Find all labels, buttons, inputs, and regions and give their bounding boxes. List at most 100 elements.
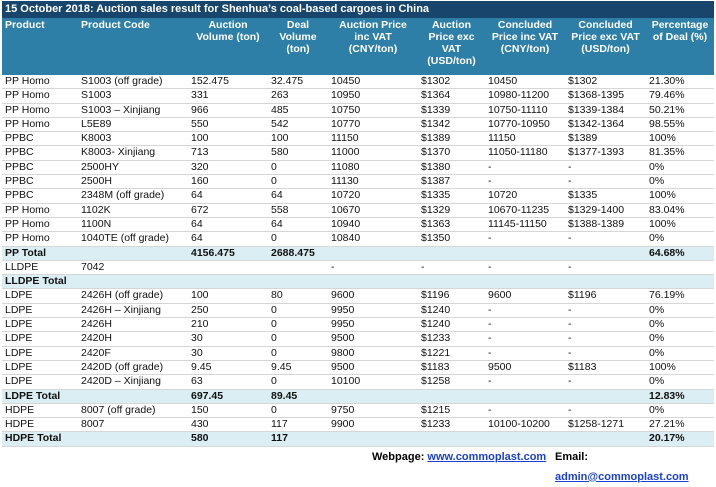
cell: $1335 bbox=[418, 188, 485, 204]
header-row: Product Product Code Auction Volume (ton) D… bbox=[2, 18, 714, 75]
cell: 9750 bbox=[328, 403, 418, 419]
cell bbox=[565, 431, 646, 447]
cell: $1389 bbox=[418, 131, 485, 147]
cell: $1387 bbox=[418, 174, 485, 190]
cell: 10720 bbox=[328, 188, 418, 204]
cell: 2348M (off grade) bbox=[78, 188, 188, 204]
webpage: Webpage: www.commoplast.com bbox=[372, 447, 546, 467]
cell: 2420D – Xinjiang bbox=[78, 374, 188, 390]
cell: 79.46% bbox=[646, 88, 714, 104]
cell: 2688.475 bbox=[268, 246, 328, 261]
cell: L5E89 bbox=[78, 117, 188, 133]
cell: 1100N bbox=[78, 217, 188, 233]
cell: 2500HY bbox=[78, 160, 188, 176]
cell: 9950 bbox=[328, 317, 418, 333]
cell: 10450 bbox=[328, 75, 418, 90]
cell: 21.30% bbox=[646, 75, 714, 90]
cell bbox=[328, 246, 418, 261]
cell: LDPE bbox=[2, 317, 78, 333]
cell: - bbox=[485, 260, 565, 276]
cell: 10670 bbox=[328, 203, 418, 218]
cell: 0% bbox=[646, 317, 714, 333]
cell: 320 bbox=[188, 160, 268, 176]
cell: K8003 bbox=[78, 131, 188, 147]
cell: 9900 bbox=[328, 417, 418, 433]
cell: PP Homo bbox=[2, 103, 78, 118]
cell: 2420D (off grade) bbox=[78, 360, 188, 376]
column-header: Auction Volume (ton) bbox=[188, 18, 268, 75]
table-row: PP Homo L5E89 550 542 10770 $1342 10770-10950 $… bbox=[2, 117, 714, 133]
table-row: LDPE 2420F 30 0 9800 $1221- -0% bbox=[2, 346, 714, 361]
cell: 30 bbox=[188, 331, 268, 347]
cell: PP Homo bbox=[2, 217, 78, 233]
cell: PP Homo bbox=[2, 88, 78, 104]
cell: 1040TE (off grade) bbox=[78, 231, 188, 247]
column-header: Auction Price inc VAT (CNY/ton) bbox=[328, 18, 418, 75]
cell: 0 bbox=[268, 231, 328, 247]
cell: 1102K bbox=[78, 203, 188, 218]
cell bbox=[268, 260, 328, 276]
cell: $1302 bbox=[418, 75, 485, 90]
cell: 0% bbox=[646, 303, 714, 319]
cell: 9.45 bbox=[188, 360, 268, 376]
cell: 2420H bbox=[78, 331, 188, 347]
cell: - bbox=[565, 346, 646, 361]
cell: 100% bbox=[646, 217, 714, 233]
cell: 0% bbox=[646, 346, 714, 361]
cell: 10720 bbox=[485, 188, 565, 204]
cell: 697.45 bbox=[188, 389, 268, 404]
cell bbox=[418, 389, 485, 404]
email-link[interactable]: admin@commoplast.com bbox=[555, 470, 689, 483]
cell: $1240 bbox=[418, 303, 485, 319]
cell: 0 bbox=[268, 403, 328, 419]
webpage-link[interactable]: www.commoplast.com bbox=[427, 450, 547, 463]
total-row: PP Total 4156.475 2688.475 64.68% bbox=[2, 246, 714, 261]
cell: 10770-10950 bbox=[485, 117, 565, 133]
cell: 11000 bbox=[328, 145, 418, 161]
cell: 966 bbox=[188, 103, 268, 118]
table-row: PP Homo 1040TE (off grade) 64 0 10840 $1350- -… bbox=[2, 231, 714, 247]
cell: 0% bbox=[646, 403, 714, 419]
cell: LDPE bbox=[2, 303, 78, 319]
column-header: Concluded Price inc VAT (CNY/ton) bbox=[485, 18, 565, 75]
cell: 0% bbox=[646, 160, 714, 176]
cell: PPBC bbox=[2, 145, 78, 161]
cell: PP Homo bbox=[2, 203, 78, 218]
cell: 9500 bbox=[328, 360, 418, 376]
cell: 0 bbox=[268, 303, 328, 319]
cell: 9950 bbox=[328, 303, 418, 319]
cell: 2426H (off grade) bbox=[78, 288, 188, 304]
cell: 100 bbox=[188, 131, 268, 147]
cell: 50.21% bbox=[646, 103, 714, 118]
table-row: HDPE 8007 (off grade) 150 0 9750 $1215- -0% bbox=[2, 403, 714, 419]
cell: 10950 bbox=[328, 88, 418, 104]
cell: 10100 bbox=[328, 374, 418, 390]
cell: 0 bbox=[268, 317, 328, 333]
cell bbox=[565, 389, 646, 404]
table-row: LDPE 2420D – Xinjiang 63 0 10100 $1258- -0% bbox=[2, 374, 714, 390]
cell bbox=[328, 431, 418, 447]
cell: $1389 bbox=[565, 131, 646, 147]
cell: 64 bbox=[268, 188, 328, 204]
table-row: LLDPE 7042- - - - bbox=[2, 260, 714, 276]
cell: $1302 bbox=[565, 75, 646, 90]
cell: 580 bbox=[188, 431, 268, 447]
cell: $1258-1271 bbox=[565, 417, 646, 433]
cell: 32.475 bbox=[268, 75, 328, 90]
cell: $1233 bbox=[418, 331, 485, 347]
cell: - bbox=[485, 317, 565, 333]
cell: 0 bbox=[268, 346, 328, 361]
table-row: PPBC 2500H 160 0 11130 $1387- -0% bbox=[2, 174, 714, 190]
table-row: PPBC K8003- Xinjiang 713 580 11000 $1370 11050… bbox=[2, 145, 714, 161]
cell: $1240 bbox=[418, 317, 485, 333]
cell: 9.45 bbox=[268, 360, 328, 376]
cell: - bbox=[485, 331, 565, 347]
cell: $1258 bbox=[418, 374, 485, 390]
cell: 160 bbox=[188, 174, 268, 190]
cell: HDPE bbox=[2, 403, 78, 419]
cell: 11150 bbox=[485, 131, 565, 147]
cell: LDPE bbox=[2, 374, 78, 390]
cell: - bbox=[485, 303, 565, 319]
cell: $1377-1393 bbox=[565, 145, 646, 161]
cell bbox=[78, 246, 188, 261]
